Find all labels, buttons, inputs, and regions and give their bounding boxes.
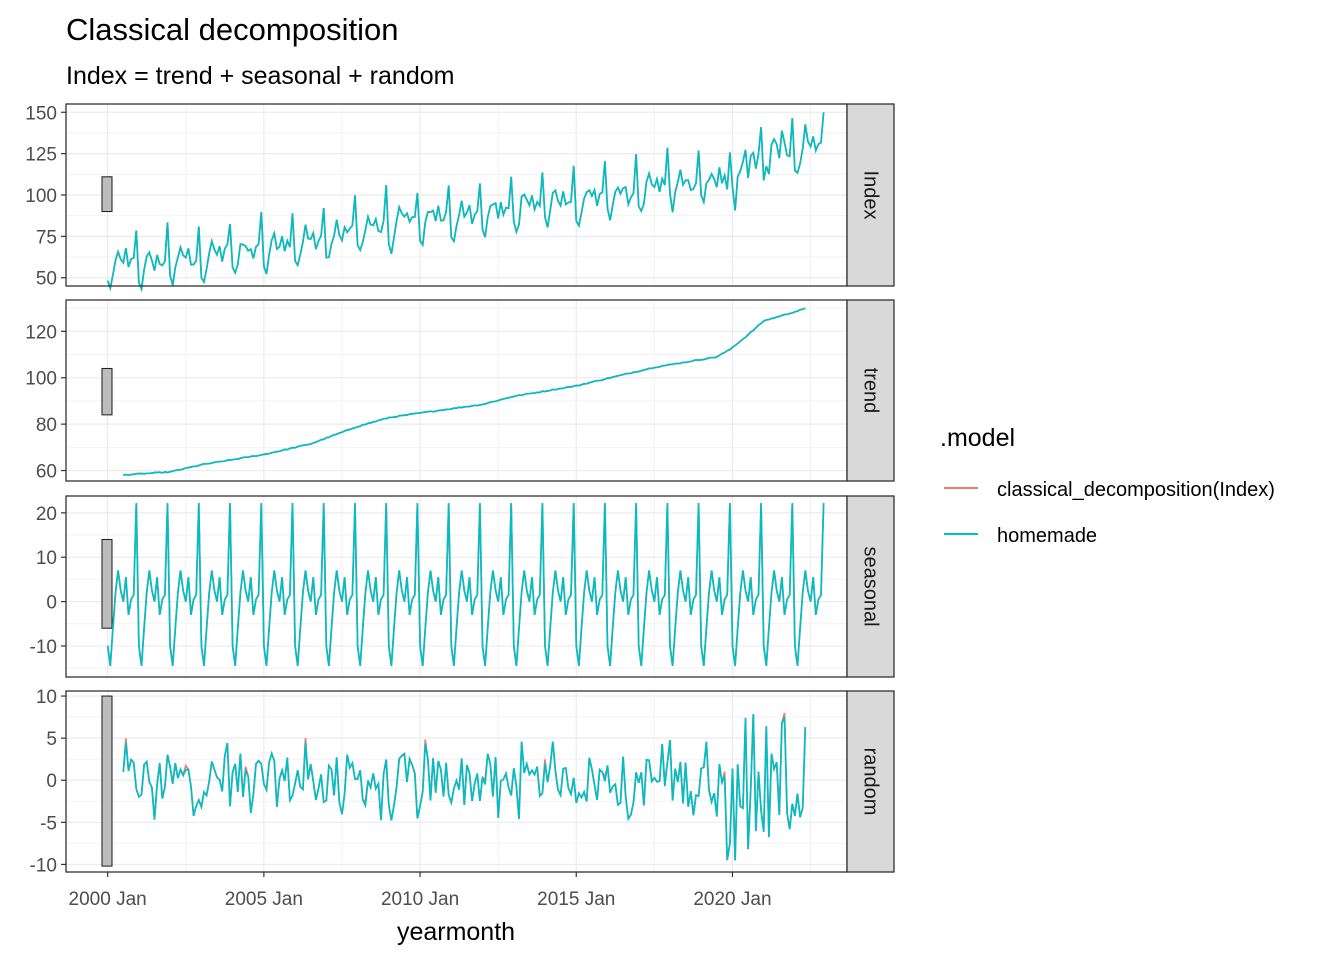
facet-panels: 5075100125150Index6080100120trend-100102…	[25, 103, 895, 876]
y-tick-label: -10	[30, 855, 57, 876]
strip-index	[846, 103, 895, 287]
panel-background	[66, 300, 847, 481]
scale-bar	[101, 176, 113, 213]
strip-label: trend	[860, 368, 882, 414]
x-axis-label: yearmonth	[397, 918, 515, 946]
x-tick-label: 2010 Jan	[381, 889, 459, 910]
y-tick-label: 80	[36, 415, 57, 436]
strip-label: random	[860, 748, 882, 816]
y-tick-label: 10	[36, 687, 57, 708]
panel-trend: 60 80 100 120 trend	[25, 299, 895, 483]
chart-subtitle: Index = trend + seasonal + random	[66, 62, 454, 90]
strip-random	[846, 690, 895, 873]
y-tick-label: 60	[36, 462, 57, 483]
panel-index: 50 75 100 125 150 Index	[25, 103, 895, 293]
x-tick-label: 2000 Jan	[69, 889, 147, 910]
x-axis: 2000 Jan 2005 Jan 2010 Jan 2015 Jan 2020 Jan	[69, 872, 772, 910]
legend-label-homemade: homemade	[997, 525, 1097, 547]
y-tick-label: 10	[36, 548, 57, 569]
y-tick-label: 0	[46, 771, 57, 792]
y-tick-label: 5	[46, 729, 57, 750]
legend-label-classical: classical_decomposition(Index)	[997, 479, 1275, 501]
series-homemade	[106, 112, 825, 293]
y-tick-label: -10	[30, 637, 57, 658]
scale-bar	[101, 538, 113, 629]
strip-seasonal	[846, 495, 895, 678]
legend-title: .model	[940, 424, 1015, 452]
y-tick-label: 100	[25, 369, 57, 390]
x-tick-label: 2015 Jan	[537, 889, 615, 910]
y-tick-label: 150	[25, 103, 57, 124]
legend: .model classical_decomposition(Index) ho…	[940, 424, 1275, 547]
x-tick-label: 2020 Jan	[693, 889, 771, 910]
y-tick-label: 50	[36, 269, 57, 290]
x-tick-label: 2005 Jan	[225, 889, 303, 910]
y-tick-label: 120	[25, 322, 57, 343]
scale-bar	[101, 695, 113, 867]
series-homemade	[123, 307, 806, 476]
series-homemade	[122, 713, 807, 861]
scale-bar	[101, 367, 113, 416]
series-homemade	[106, 503, 825, 667]
y-tick-label: 75	[36, 227, 57, 248]
panel-seasonal: -10 0 10 20 seasonal	[30, 495, 895, 678]
strip-label: Index	[860, 171, 882, 220]
y-tick-label: 20	[36, 504, 57, 525]
y-tick-label: -5	[40, 813, 57, 834]
y-tick-label: 100	[25, 186, 57, 207]
chart-title: Classical decomposition	[66, 12, 399, 47]
strip-trend	[846, 299, 895, 482]
panel-random: -10 -5 0 5 10 random	[30, 687, 895, 876]
y-tick-label: 0	[46, 593, 57, 614]
strip-label: seasonal	[860, 546, 882, 626]
y-tick-label: 125	[25, 145, 57, 166]
